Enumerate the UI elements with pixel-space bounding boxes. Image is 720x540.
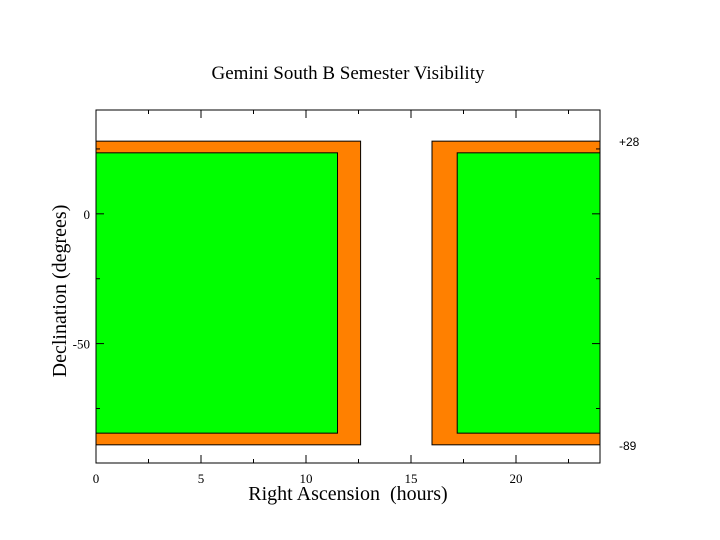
x-tick-label: 0: [93, 471, 100, 486]
x-tick-label: 10: [300, 471, 313, 486]
chart-title: Gemini South B Semester Visibility: [212, 63, 485, 84]
visibility-region-3: [95, 152, 338, 434]
x-tick-label: 20: [510, 471, 523, 486]
dec-limit-label-1: +28: [619, 135, 640, 149]
regions-layer: [95, 140, 601, 446]
y-tick-label: 0: [84, 207, 91, 222]
visibility-region-4: [456, 152, 601, 434]
ticks-layer: 0 5 10 15 20 0 -50: [73, 110, 600, 486]
y-axis-label: Declination (degrees): [49, 205, 71, 378]
x-tick-label: 5: [198, 471, 205, 486]
plot-frame: [95, 109, 601, 464]
annotations-layer: +28 -89: [619, 135, 640, 453]
x-tick-label: 15: [405, 471, 418, 486]
x-axis-label: Right Ascension (hours): [248, 483, 447, 505]
dec-limit-label-2: -89: [619, 439, 637, 453]
y-tick-label: -50: [73, 337, 90, 352]
